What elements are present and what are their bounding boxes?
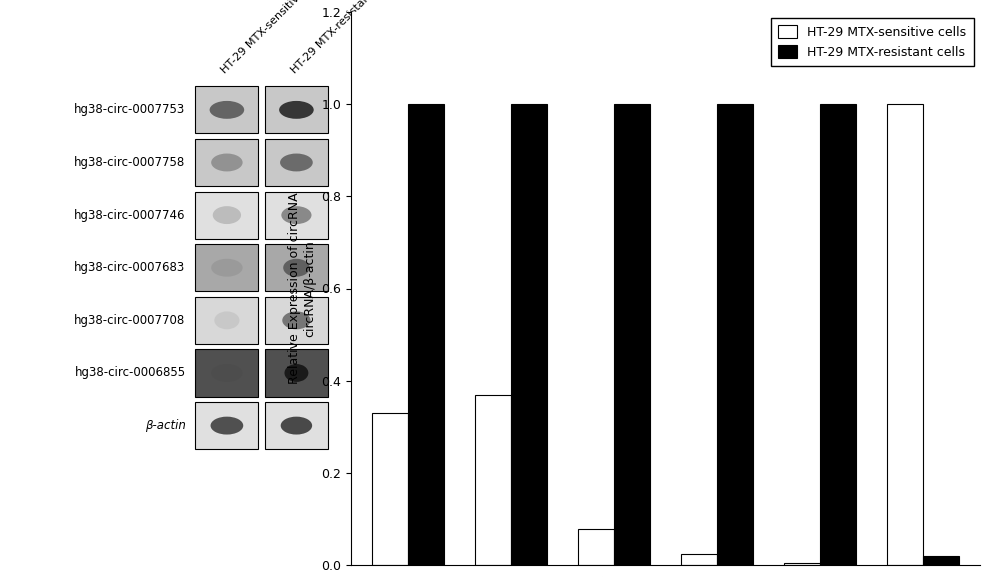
Bar	[784, 563, 820, 565]
Bar	[195, 350, 258, 396]
Bar	[475, 395, 511, 565]
Bar	[195, 87, 258, 133]
Bar	[887, 104, 923, 565]
Bar	[614, 104, 650, 565]
Ellipse shape	[213, 206, 241, 224]
Bar	[195, 244, 258, 291]
Bar	[923, 556, 959, 565]
Text: hg38-circ-0006855: hg38-circ-0006855	[74, 366, 186, 380]
Ellipse shape	[280, 153, 313, 171]
Bar	[195, 402, 258, 449]
Bar	[195, 192, 258, 239]
Ellipse shape	[279, 101, 314, 119]
Bar	[195, 297, 258, 344]
Bar	[717, 104, 753, 565]
Text: HT-29 MTX-sensitive cells: HT-29 MTX-sensitive cells	[220, 0, 327, 75]
Ellipse shape	[211, 364, 243, 382]
Legend: HT-29 MTX-sensitive cells, HT-29 MTX-resistant cells: HT-29 MTX-sensitive cells, HT-29 MTX-res…	[771, 18, 974, 66]
Bar	[265, 244, 328, 291]
Bar	[265, 139, 328, 186]
Text: HT-29 MTX-resistant cells: HT-29 MTX-resistant cells	[289, 0, 396, 75]
Text: hg38-circ-0007708: hg38-circ-0007708	[74, 314, 186, 327]
Ellipse shape	[210, 101, 244, 119]
Ellipse shape	[281, 417, 312, 434]
Bar	[265, 192, 328, 239]
Text: hg38-circ-0007758: hg38-circ-0007758	[74, 156, 186, 169]
Bar	[265, 297, 328, 344]
Bar	[265, 350, 328, 396]
Text: hg38-circ-0007683: hg38-circ-0007683	[74, 261, 186, 274]
Ellipse shape	[284, 364, 308, 382]
Text: β-actin: β-actin	[145, 419, 186, 432]
Bar	[265, 402, 328, 449]
Bar	[681, 554, 717, 565]
Bar	[511, 104, 547, 565]
Text: hg38-circ-0007746: hg38-circ-0007746	[74, 209, 186, 222]
Text: hg38-circ-0007753: hg38-circ-0007753	[74, 103, 186, 117]
Bar	[820, 104, 856, 565]
Ellipse shape	[283, 258, 310, 277]
Ellipse shape	[211, 258, 243, 277]
Ellipse shape	[211, 153, 243, 171]
Bar	[195, 139, 258, 186]
Bar	[408, 104, 444, 565]
Y-axis label: Relative Expression of circRNA
circRNA/β-actin: Relative Expression of circRNA circRNA/β…	[288, 193, 316, 384]
Ellipse shape	[211, 417, 243, 434]
Bar	[578, 529, 614, 565]
Ellipse shape	[282, 312, 311, 329]
Bar	[265, 87, 328, 133]
Ellipse shape	[281, 206, 312, 224]
Ellipse shape	[214, 312, 239, 329]
Bar	[372, 413, 408, 565]
